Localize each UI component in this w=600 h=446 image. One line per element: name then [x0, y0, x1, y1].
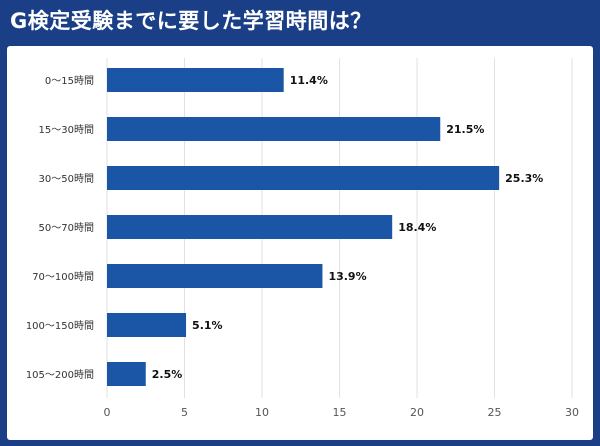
bar-chart: 0 5 10 15 20 25 30 0〜15時間 11.4% 15〜30時間 21.5% 30〜50…: [26, 58, 579, 419]
data-label: 2.5%: [152, 368, 183, 381]
bar: [107, 264, 323, 288]
category-label: 15〜30時間: [39, 124, 94, 136]
bar: [107, 117, 441, 141]
bar: [107, 68, 284, 92]
category-label: 70〜100時間: [32, 271, 94, 283]
data-label: 25.3%: [505, 172, 543, 185]
x-tick-label: 15: [333, 406, 347, 419]
bar: [107, 313, 187, 337]
x-tick-label: 0: [104, 406, 111, 419]
data-label: 21.5%: [446, 123, 484, 136]
bar: [107, 362, 146, 386]
chart-panel: 0 5 10 15 20 25 30 0〜15時間 11.4% 15〜30時間 21.5% 30〜50…: [7, 46, 593, 440]
bar: [107, 166, 500, 190]
category-label: 30〜50時間: [39, 173, 94, 185]
labels: 0 5 10 15 20 25 30 0〜15時間 11.4% 15〜30時間 21.5% 30〜50…: [26, 74, 579, 419]
chart-title: G検定受験までに要した学習時間は？: [10, 9, 372, 33]
category-label: 50〜70時間: [39, 222, 94, 234]
data-label: 11.4%: [290, 74, 328, 87]
category-label: 0〜15時間: [45, 75, 94, 87]
data-label: 5.1%: [192, 319, 223, 332]
category-label: 105〜200時間: [26, 369, 94, 381]
data-label: 13.9%: [328, 270, 366, 283]
x-tick-label: 10: [255, 406, 269, 419]
bars: [107, 68, 500, 386]
data-label: 18.4%: [398, 221, 436, 234]
x-tick-label: 25: [488, 406, 502, 419]
category-label: 100〜150時間: [26, 320, 94, 332]
bar: [107, 215, 393, 239]
x-tick-label: 30: [565, 406, 579, 419]
x-tick-label: 5: [181, 406, 188, 419]
x-tick-label: 20: [410, 406, 424, 419]
